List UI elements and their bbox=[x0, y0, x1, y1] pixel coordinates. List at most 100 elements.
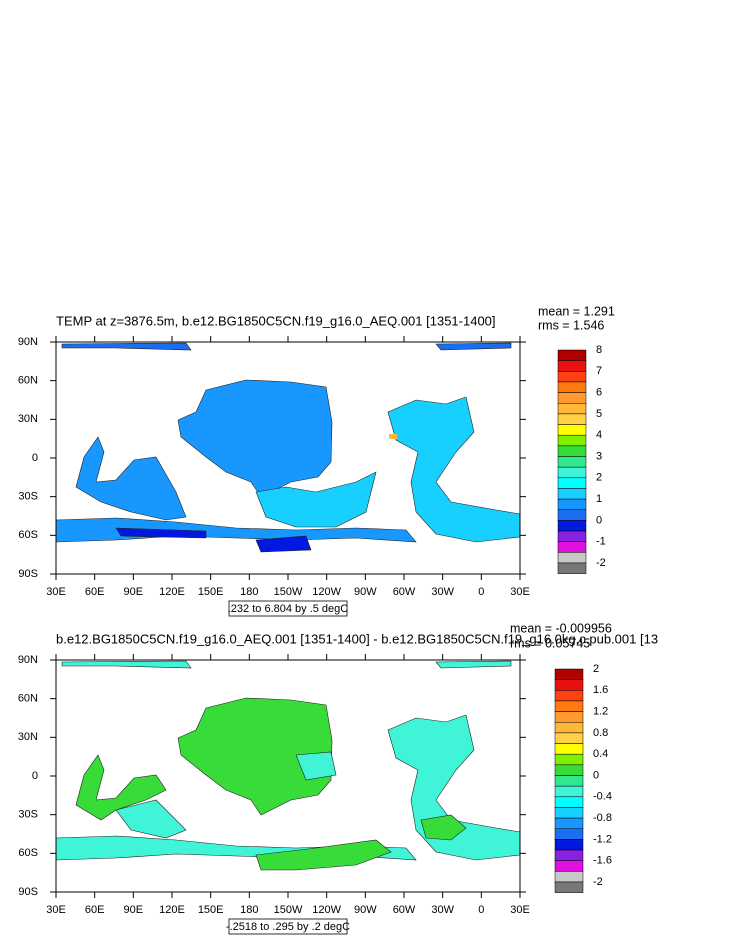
info-label: .232 to 6.804 by .5 degC bbox=[228, 603, 349, 615]
x-tick-label: 150W bbox=[274, 586, 303, 598]
y-tick-label: 60N bbox=[18, 375, 38, 387]
colorbar-box bbox=[557, 413, 587, 425]
info-box bbox=[228, 918, 348, 935]
map-2 bbox=[55, 660, 521, 871]
colorbar-box bbox=[554, 796, 584, 808]
southern-sub-patch bbox=[255, 839, 392, 871]
colorbar-box bbox=[554, 711, 584, 723]
south-pacific-patch bbox=[255, 471, 377, 528]
x-tick-label: 120W bbox=[312, 586, 341, 598]
colorbar-box bbox=[554, 764, 584, 776]
colorbar-label: 6 bbox=[596, 387, 602, 399]
colorbar-box bbox=[554, 722, 584, 734]
colorbar-box bbox=[554, 871, 584, 883]
colorbar-box bbox=[554, 860, 584, 872]
colorbar-box bbox=[557, 530, 587, 542]
panel-title: b.e12.BG1850C5CN.f19_g16.0_AEQ.001 [1351… bbox=[56, 631, 658, 646]
colorbar-label: 0.8 bbox=[593, 727, 608, 739]
colorbar-box bbox=[557, 445, 587, 457]
y-tick-label: 90S bbox=[18, 886, 38, 898]
mean-stat: mean = -0.009956 bbox=[510, 621, 612, 635]
atlantic-patch bbox=[387, 396, 521, 543]
x-tick-label: 0 bbox=[478, 586, 484, 598]
x-tick-label: 30E bbox=[510, 904, 530, 916]
colorbar-label: 4 bbox=[596, 429, 602, 441]
colorbar-box bbox=[554, 807, 584, 819]
colorbar-label: -0.4 bbox=[593, 791, 612, 803]
x-tick-label: 60W bbox=[393, 904, 416, 916]
colorbar-box bbox=[557, 552, 587, 564]
colorbar-box bbox=[554, 700, 584, 712]
indian-sub-patch bbox=[115, 799, 187, 839]
y-tick-label: 90N bbox=[18, 336, 38, 348]
colorbar-box bbox=[554, 785, 584, 798]
colorbar-box bbox=[554, 743, 584, 755]
colorbar-box bbox=[554, 690, 584, 702]
colorbar-box bbox=[557, 381, 587, 393]
colorbar-label: -2 bbox=[596, 557, 606, 569]
x-tick-label: 150E bbox=[198, 586, 224, 598]
y-tick-label: 90S bbox=[18, 568, 38, 580]
arctic-patch bbox=[61, 342, 192, 351]
x-tick-label: 60E bbox=[85, 904, 105, 916]
deep-patch bbox=[255, 535, 312, 553]
x-tick-label: 90E bbox=[124, 904, 144, 916]
info-label: -.2518 to .295 by .2 degC bbox=[226, 921, 350, 933]
x-tick-label: 60E bbox=[85, 586, 105, 598]
atlantic-sub-patch bbox=[420, 814, 467, 841]
colorbar-box bbox=[557, 434, 587, 447]
x-tick-label: 30W bbox=[431, 586, 454, 598]
y-tick-label: 30S bbox=[18, 491, 38, 503]
colorbar-box bbox=[554, 668, 584, 680]
x-tick-label: 0 bbox=[478, 904, 484, 916]
x-tick-label: 180 bbox=[240, 904, 258, 916]
arctic-patch bbox=[435, 660, 512, 669]
colorbar-label: -1 bbox=[596, 536, 606, 548]
colorbar-box bbox=[554, 817, 584, 829]
x-tick-label: 180 bbox=[240, 586, 258, 598]
colorbar-box bbox=[557, 392, 587, 404]
colorbar-box bbox=[557, 509, 587, 521]
rms-stat: rms = 1.546 bbox=[538, 318, 604, 332]
colorbar-box bbox=[557, 466, 587, 479]
x-tick-label: 30E bbox=[510, 586, 530, 598]
panel-title: TEMP at z=3876.5m, b.e12.BG1850C5CN.f19_… bbox=[56, 313, 496, 328]
x-tick-label: 120E bbox=[159, 904, 185, 916]
colorbar-box bbox=[557, 456, 587, 468]
colorbar-label: -1.6 bbox=[593, 855, 612, 867]
colorbar-end bbox=[557, 562, 587, 574]
colorbar-box bbox=[554, 849, 584, 861]
colorbar-label: 2 bbox=[593, 663, 599, 675]
colorbar-label: -0.8 bbox=[593, 812, 612, 824]
x-tick-label: 30E bbox=[46, 904, 66, 916]
colorbar-box bbox=[554, 775, 584, 787]
colorbar-box bbox=[557, 541, 587, 553]
deep-patch bbox=[115, 527, 207, 539]
map-1 bbox=[55, 342, 521, 553]
mean-stat: mean = 1.291 bbox=[538, 304, 615, 318]
x-tick-label: 120E bbox=[159, 586, 185, 598]
colorbar-end bbox=[554, 881, 584, 893]
colorbar-box bbox=[557, 424, 587, 436]
colorbar-box bbox=[557, 349, 587, 361]
x-tick-label: 30W bbox=[431, 904, 454, 916]
x-tick-label: 90W bbox=[354, 586, 377, 598]
colorbar-box bbox=[554, 753, 584, 766]
indian-patch bbox=[75, 436, 187, 521]
pacific-patch bbox=[177, 379, 333, 498]
colorbar-box bbox=[554, 679, 584, 691]
colorbar-box bbox=[554, 732, 584, 744]
colorbar-label: 5 bbox=[596, 408, 602, 420]
colorbar-box bbox=[557, 498, 587, 511]
pacific-sub-patch bbox=[295, 751, 337, 781]
indian-patch bbox=[75, 754, 167, 821]
colorbar-label: 8 bbox=[596, 344, 602, 356]
info-box bbox=[228, 600, 348, 617]
colorbar-label: -2 bbox=[593, 876, 603, 888]
y-tick-label: 0 bbox=[32, 452, 38, 464]
atlantic-patch bbox=[387, 714, 521, 861]
x-tick-label: 90E bbox=[124, 586, 144, 598]
x-tick-label: 120W bbox=[312, 904, 341, 916]
x-tick-label: 150W bbox=[274, 904, 303, 916]
rms-stat: rms = 0.05745 bbox=[510, 636, 590, 650]
